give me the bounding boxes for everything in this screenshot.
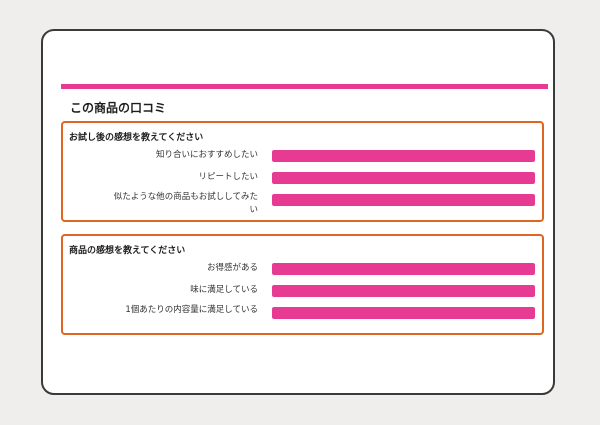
rating-bar — [272, 172, 535, 184]
rating-bar-fill — [272, 307, 535, 319]
rating-label: 知り合いにおすすめしたい — [155, 150, 258, 160]
rating-label: 似たような他の商品もお試ししてみたい — [113, 192, 258, 215]
rating-bar — [272, 263, 535, 275]
rating-bar — [272, 307, 535, 319]
reviews-title: この商品の口コミ — [70, 101, 167, 115]
review-panel-product: 商品の感想を教えてください お得感がある 味に満足している 1個あたりの内容量に… — [61, 234, 544, 335]
accent-divider — [61, 84, 548, 89]
rating-bar — [272, 150, 535, 162]
rating-label: リピートしたい — [198, 172, 258, 182]
rating-bar-fill — [272, 150, 535, 162]
rating-bar — [272, 285, 535, 297]
panel-heading: 商品の感想を教えてください — [69, 246, 186, 256]
rating-bar-fill — [272, 285, 535, 297]
rating-label: お得感がある — [206, 263, 258, 273]
rating-label: 1個あたりの内容量に満足している — [125, 305, 258, 315]
panel-heading: お試し後の感想を教えてください — [69, 133, 204, 143]
review-panel-after-trial: お試し後の感想を教えてください 知り合いにおすすめしたい リピートしたい 似たよ… — [61, 121, 544, 222]
rating-bar-fill — [272, 263, 535, 275]
rating-bar-fill — [272, 172, 535, 184]
rating-bar — [272, 194, 535, 206]
rating-label: 味に満足している — [190, 285, 258, 295]
rating-bar-fill — [272, 194, 535, 206]
